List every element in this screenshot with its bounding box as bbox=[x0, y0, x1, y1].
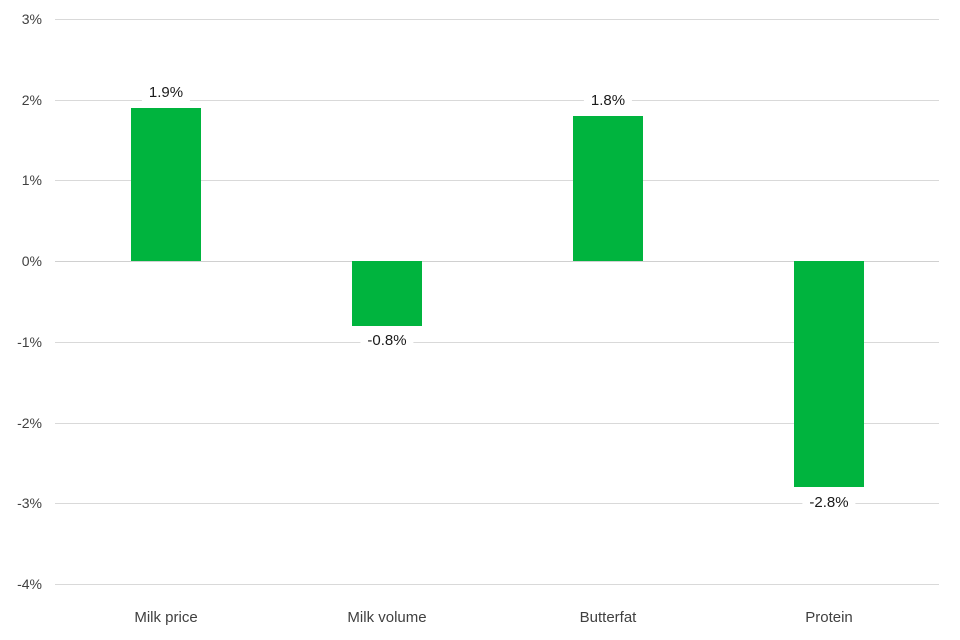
data-label: -0.8% bbox=[360, 331, 414, 350]
gridline--4% bbox=[55, 584, 939, 585]
x-axis-category-label: Milk price bbox=[134, 609, 198, 626]
bar-butterfat bbox=[573, 116, 643, 261]
y-axis-tick-label: -4% bbox=[17, 576, 42, 592]
y-axis-tick-label: 3% bbox=[21, 11, 42, 27]
data-label: 1.9% bbox=[141, 83, 191, 102]
bar-protein bbox=[794, 261, 864, 487]
gridline--3% bbox=[55, 503, 939, 504]
gridline--1% bbox=[55, 342, 939, 343]
gridline-1% bbox=[55, 180, 939, 181]
data-label: 1.8% bbox=[583, 91, 633, 110]
bar-milk-price bbox=[131, 108, 201, 261]
y-axis-tick-label: -2% bbox=[17, 415, 42, 431]
y-axis-tick-label: -1% bbox=[17, 334, 42, 350]
gridline-2% bbox=[55, 100, 939, 101]
gridline-0% bbox=[55, 261, 939, 262]
y-axis-tick-label: 2% bbox=[21, 92, 42, 108]
y-axis-tick-label: 1% bbox=[21, 172, 42, 188]
x-axis-category-label: Protein bbox=[805, 609, 853, 626]
data-label: -2.8% bbox=[802, 493, 856, 512]
bar-milk-volume bbox=[352, 261, 422, 326]
gridline--2% bbox=[55, 423, 939, 424]
y-axis-tick-label: -3% bbox=[17, 495, 42, 511]
x-axis-category-label: Milk volume bbox=[347, 609, 427, 626]
y-axis-tick-label: 0% bbox=[21, 253, 42, 269]
gridline-3% bbox=[55, 19, 939, 20]
x-axis-category-label: Butterfat bbox=[579, 609, 637, 626]
